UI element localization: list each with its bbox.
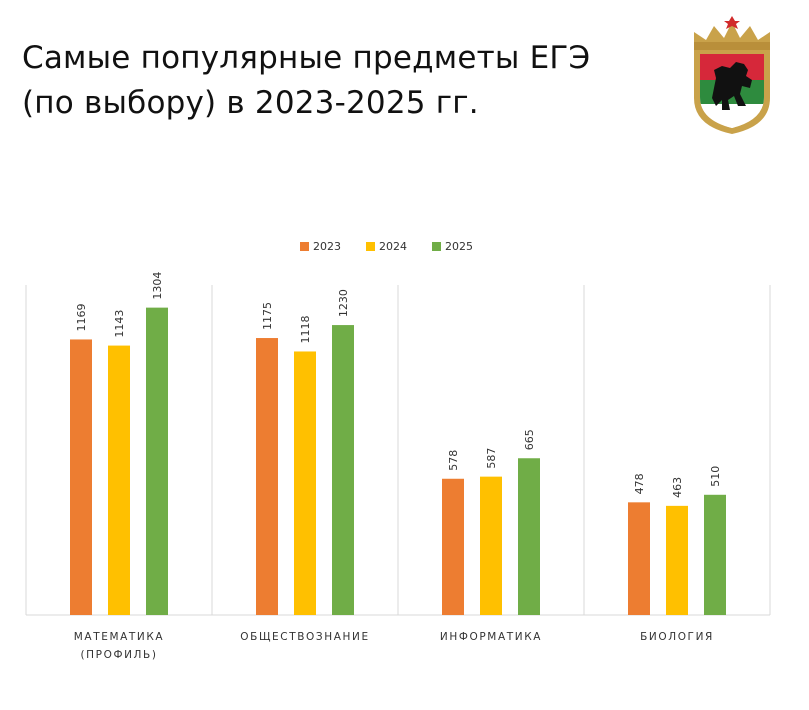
x-tick-label: (ПРОФИЛЬ) xyxy=(80,649,157,661)
bar-2023-2 xyxy=(442,478,464,615)
data-label-2024-0: 1143 xyxy=(113,310,126,338)
x-tick-label: БИОЛОГИЯ xyxy=(640,631,714,643)
legend-swatch-2025 xyxy=(432,242,441,251)
title-line-1: Самые популярные предметы ЕГЭ xyxy=(22,40,591,76)
x-tick-label: ИНФОРМАТИКА xyxy=(440,631,542,643)
data-label-2023-2: 578 xyxy=(447,450,460,471)
data-label-2024-3: 463 xyxy=(671,477,684,498)
data-label-2024-1: 1118 xyxy=(299,315,312,343)
chart-x-axis-labels: МАТЕМАТИКА (ПРОФИЛЬ) ОБЩЕСТВОЗНАНИЕ ИНФОРМА… xyxy=(74,631,714,661)
karelia-coat-of-arms-icon xyxy=(694,16,770,134)
legend-swatch-2024 xyxy=(366,242,375,251)
bar-2024-3 xyxy=(666,505,688,615)
bar-2023-3 xyxy=(628,502,650,615)
bar-2024-0 xyxy=(108,345,130,615)
bar-2023-1 xyxy=(256,338,278,615)
data-label-2025-1: 1230 xyxy=(337,289,350,317)
legend-label-2024: 2024 xyxy=(379,240,407,253)
legend-label-2025: 2025 xyxy=(445,240,473,253)
chart-legend: 2023 2024 2025 xyxy=(300,240,473,253)
data-label-2025-0: 1304 xyxy=(151,272,164,300)
chart-gridlines xyxy=(25,285,771,616)
bar-2025-2 xyxy=(518,458,540,615)
legend-label-2023: 2023 xyxy=(313,240,341,253)
bar-2025-0 xyxy=(146,307,168,615)
chart-bars xyxy=(70,307,726,615)
bar-2025-3 xyxy=(704,494,726,615)
data-label-2023-0: 1169 xyxy=(75,303,88,331)
chart-data-labels: 1169 1143 1304 1175 1118 1230 578 587 665 478 463 5… xyxy=(75,272,722,498)
data-label-2025-3: 510 xyxy=(709,466,722,487)
data-label-2023-1: 1175 xyxy=(261,302,274,330)
bar-2024-2 xyxy=(480,476,502,615)
bar-2025-1 xyxy=(332,325,354,615)
page-title: Самые популярные предметы ЕГЭ (по выбору… xyxy=(22,36,662,126)
bar-2023-0 xyxy=(70,339,92,615)
data-label-2025-2: 665 xyxy=(523,429,536,450)
data-label-2024-2: 587 xyxy=(485,448,498,469)
legend-swatch-2023 xyxy=(300,242,309,251)
bar-2024-1 xyxy=(294,351,316,615)
title-line-2: (по выбору) в 2023-2025 гг. xyxy=(22,85,479,121)
x-tick-label: МАТЕМАТИКА xyxy=(74,631,164,643)
x-tick-label: ОБЩЕСТВОЗНАНИЕ xyxy=(240,631,369,643)
data-label-2023-3: 478 xyxy=(633,473,646,494)
